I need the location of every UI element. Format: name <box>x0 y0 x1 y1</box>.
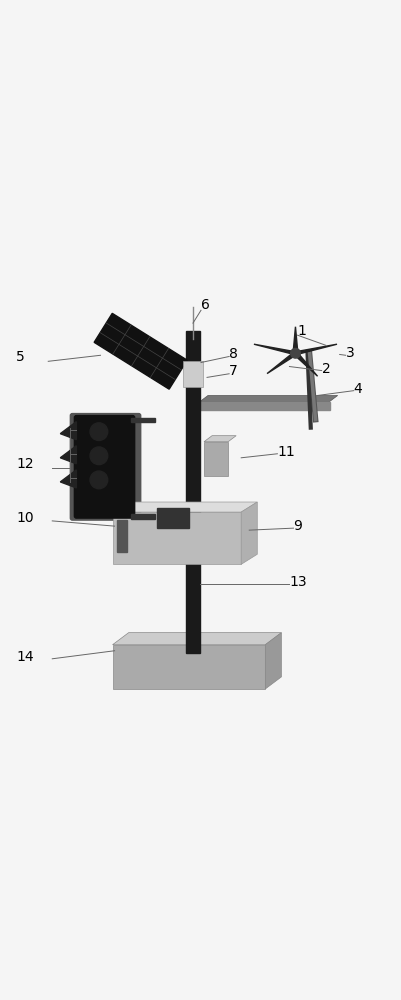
Polygon shape <box>266 352 297 374</box>
Bar <box>203 442 227 476</box>
Polygon shape <box>293 353 317 376</box>
Polygon shape <box>203 436 235 442</box>
Text: 6: 6 <box>200 298 209 312</box>
Circle shape <box>90 423 107 441</box>
Polygon shape <box>265 633 281 689</box>
Polygon shape <box>200 395 337 402</box>
Text: 12: 12 <box>16 457 34 471</box>
Text: 14: 14 <box>16 650 34 664</box>
Text: 1: 1 <box>297 324 306 338</box>
Text: 13: 13 <box>289 575 306 589</box>
Bar <box>112 645 265 689</box>
Polygon shape <box>60 422 76 440</box>
Polygon shape <box>253 344 296 355</box>
Bar <box>112 512 241 564</box>
Polygon shape <box>241 502 257 564</box>
Text: 4: 4 <box>353 382 362 396</box>
Text: 11: 11 <box>277 445 294 459</box>
Text: 3: 3 <box>345 346 354 360</box>
Bar <box>130 418 154 422</box>
Circle shape <box>290 348 300 358</box>
Polygon shape <box>112 633 281 645</box>
Bar <box>156 508 188 528</box>
Text: 8: 8 <box>229 347 237 361</box>
Polygon shape <box>60 446 76 464</box>
Polygon shape <box>112 502 257 512</box>
Text: 5: 5 <box>16 350 25 364</box>
Circle shape <box>90 447 107 465</box>
Bar <box>185 331 199 653</box>
Text: 7: 7 <box>229 364 237 378</box>
Text: 2: 2 <box>321 362 330 376</box>
Polygon shape <box>294 344 336 355</box>
Circle shape <box>90 471 107 489</box>
Bar <box>130 514 154 519</box>
Text: 10: 10 <box>16 511 34 525</box>
Polygon shape <box>292 327 297 353</box>
Bar <box>94 313 187 389</box>
Text: 9: 9 <box>293 519 302 533</box>
Bar <box>200 402 329 410</box>
Bar <box>182 361 203 387</box>
FancyBboxPatch shape <box>74 416 134 518</box>
Bar <box>116 520 126 552</box>
FancyBboxPatch shape <box>70 414 140 520</box>
Polygon shape <box>60 470 76 488</box>
